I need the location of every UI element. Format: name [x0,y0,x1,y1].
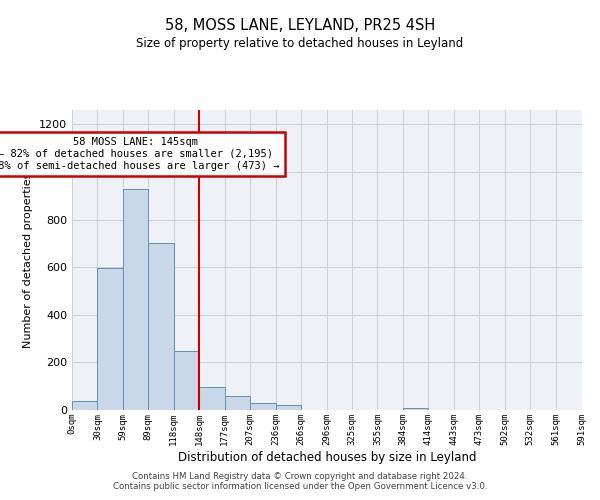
Y-axis label: Number of detached properties: Number of detached properties [23,172,34,348]
Bar [403,408,428,410]
Bar [97,268,123,410]
Text: Size of property relative to detached houses in Leyland: Size of property relative to detached ho… [136,38,464,51]
Bar [199,388,225,410]
Bar [148,244,174,410]
Text: 58, MOSS LANE, LEYLAND, PR25 4SH: 58, MOSS LANE, LEYLAND, PR25 4SH [165,18,435,32]
Bar [174,351,199,410]
Bar [123,189,148,410]
X-axis label: Distribution of detached houses by size in Leyland: Distribution of detached houses by size … [178,450,476,464]
Bar [72,401,97,410]
Text: Contains public sector information licensed under the Open Government Licence v3: Contains public sector information licen… [113,482,487,491]
Bar [250,403,275,410]
Text: Contains HM Land Registry data © Crown copyright and database right 2024.: Contains HM Land Registry data © Crown c… [132,472,468,481]
Text: 58 MOSS LANE: 145sqm
← 82% of detached houses are smaller (2,195)
18% of semi-de: 58 MOSS LANE: 145sqm ← 82% of detached h… [0,138,280,170]
Bar [275,405,301,410]
Bar [225,396,250,410]
